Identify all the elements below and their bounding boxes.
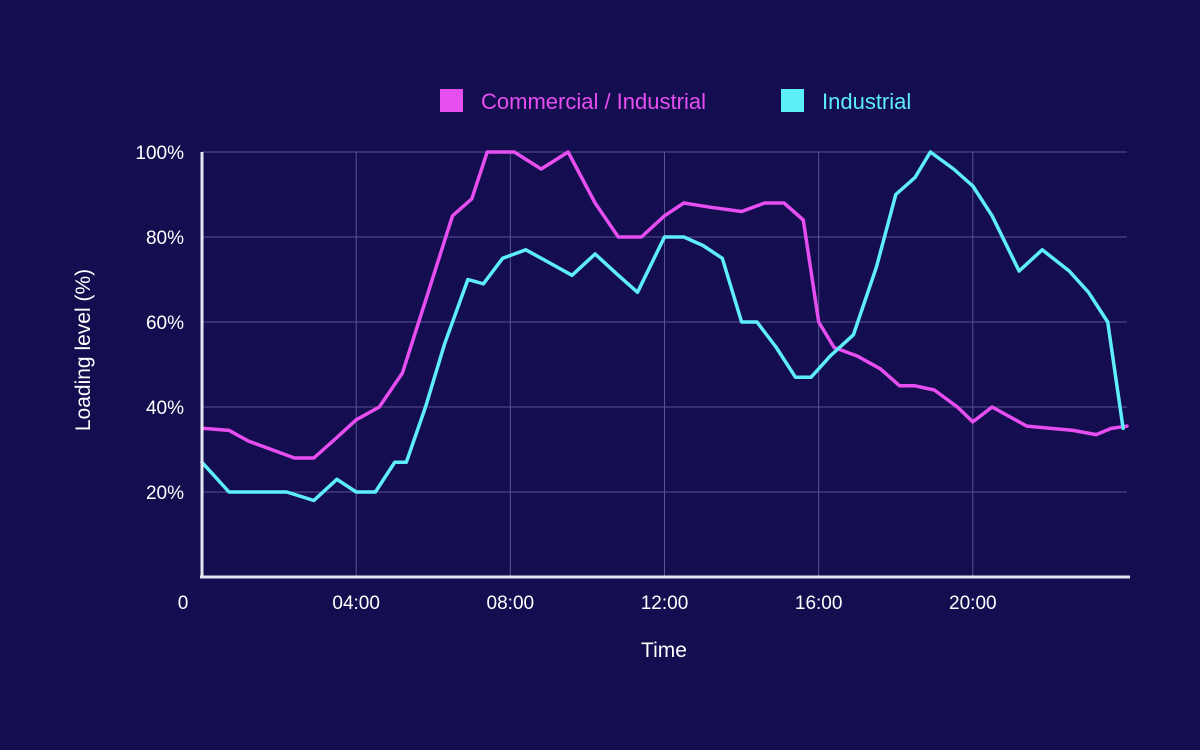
x-axis-title: Time [641, 639, 687, 662]
y-tick-label: 100% [135, 143, 184, 164]
x-tick-label: 08:00 [487, 593, 535, 614]
legend-label-industrial: Industrial [822, 89, 911, 114]
x-tick-label: 0 [178, 593, 189, 614]
series-lines [200, 150, 1129, 503]
x-tick-label: 20:00 [949, 593, 997, 614]
legend-label-commercial-industrial: Commercial / Industrial [481, 89, 706, 114]
series-line-industrial [200, 150, 1125, 503]
legend: Commercial / Industrial Industrial [440, 89, 911, 114]
grid-lines [202, 151, 1127, 577]
legend-swatch-industrial [781, 89, 804, 112]
x-tick-label: 16:00 [795, 593, 843, 614]
y-tick-label: 40% [146, 398, 184, 419]
tick-labels: 20% 40% 60% 80% 100% 0 04:00 08:00 12:00 16:00 20:… [135, 143, 996, 614]
y-tick-label: 60% [146, 313, 184, 334]
y-axis-title: Loading level (%) [72, 269, 95, 431]
y-tick-label: 20% [146, 483, 184, 504]
legend-swatch-commercial-industrial [440, 89, 463, 112]
x-tick-label: 04:00 [332, 593, 380, 614]
axes [200, 152, 1130, 579]
y-tick-label: 80% [146, 228, 184, 249]
series-line-commercial-industrial [200, 150, 1129, 460]
x-tick-label: 12:00 [641, 593, 689, 614]
